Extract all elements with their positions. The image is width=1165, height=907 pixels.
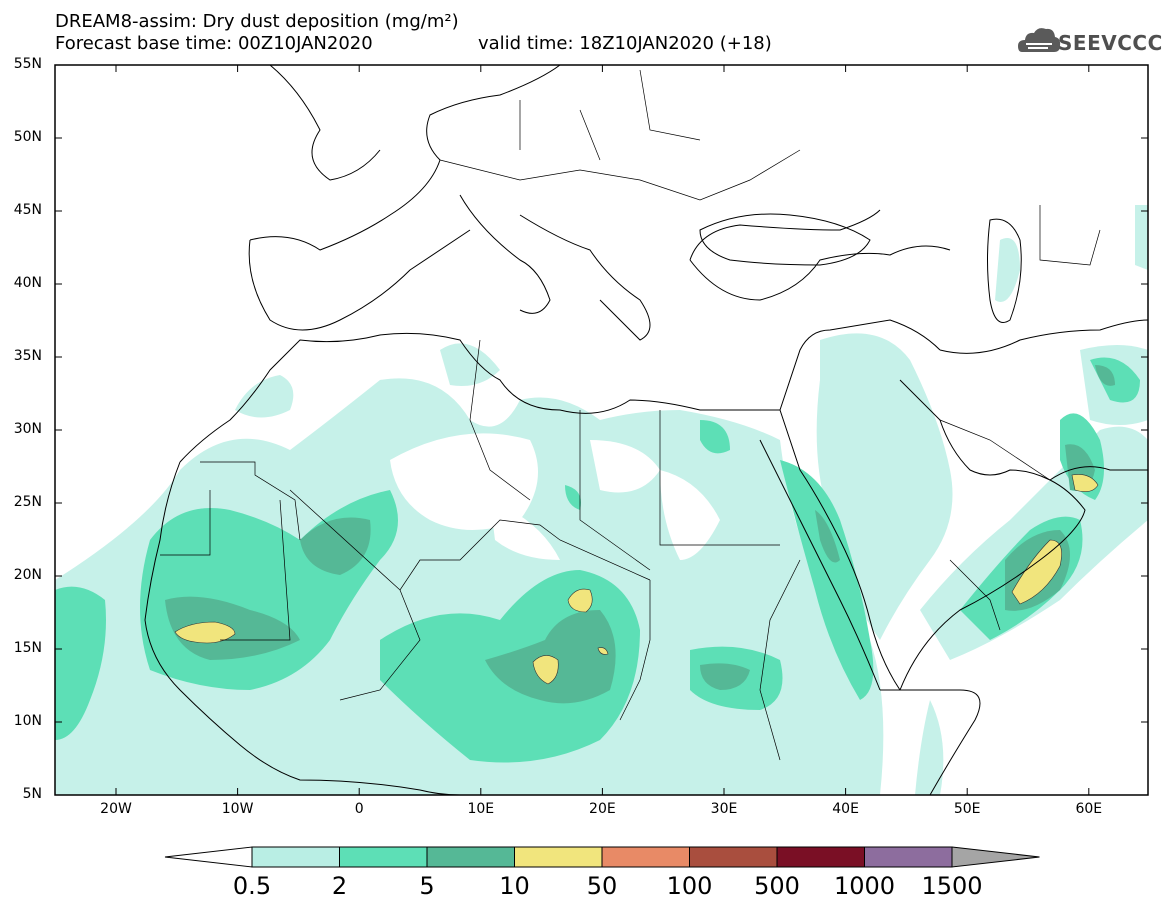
lat-label: 5N [22, 786, 42, 802]
colorbar-label: 0.5 [232, 872, 272, 900]
colorbar-label: 10 [499, 872, 530, 900]
colorbar-label: 100 [666, 872, 713, 900]
colorbar-label: 2 [331, 872, 348, 900]
axis-ticks [55, 64, 1148, 796]
lon-label: 20W [100, 801, 132, 817]
field-yellow [174, 474, 1099, 685]
forecast-base-time: Forecast base time: 00Z10JAN2020 [55, 33, 373, 54]
lat-label: 55N [13, 56, 42, 72]
colorbar-swatch [601, 846, 690, 868]
colorbar-label: 1000 [833, 872, 896, 900]
colorbar [164, 846, 1040, 868]
dust-fields [55, 205, 1148, 795]
lon-label: 50E [953, 801, 981, 817]
lon-label: 60E [1075, 801, 1103, 817]
lon-label: 40E [832, 801, 859, 817]
lat-label: 30N [13, 421, 42, 437]
lon-label: 20E [589, 801, 616, 817]
map-title: DREAM8-assim: Dry dust deposition (mg/m²… [55, 11, 459, 32]
lon-label: 30E [710, 801, 738, 817]
colorbar-swatch [339, 846, 428, 868]
colorbar-swatch [689, 846, 778, 868]
colorbar-label: 500 [754, 872, 800, 900]
lon-label: 10W [221, 801, 254, 817]
lat-label: 45N [13, 202, 42, 218]
colorbar-swatch [864, 846, 953, 868]
lon-label: 10E [467, 801, 495, 817]
lat-label: 15N [13, 640, 42, 656]
lat-label: 20N [13, 567, 42, 583]
colorbar-min-arrow [164, 846, 253, 868]
lat-label: 40N [13, 275, 42, 291]
colorbar-label: 1500 [921, 872, 983, 900]
lat-label: 50N [13, 129, 42, 145]
colorbar-max-arrow [951, 846, 1040, 868]
cloud-logo-icon [1018, 28, 1061, 52]
colorbar-swatch [251, 846, 340, 868]
valid-time: valid time: 18Z10JAN2020 (+18) [478, 33, 772, 54]
colorbar-swatch [776, 846, 865, 868]
lat-label: 35N [13, 348, 42, 364]
logo-text: SEEVCCC [1058, 31, 1163, 55]
colorbar-label: 5 [419, 872, 435, 900]
colorbar-swatch [426, 846, 515, 868]
lat-label: 25N [13, 494, 42, 510]
colorbar-label: 50 [586, 872, 618, 900]
lon-label: 0 [354, 801, 364, 817]
borders [160, 69, 1101, 761]
coastlines [144, 65, 1148, 795]
colorbar-swatch [514, 846, 603, 868]
lat-label: 10N [13, 713, 42, 729]
